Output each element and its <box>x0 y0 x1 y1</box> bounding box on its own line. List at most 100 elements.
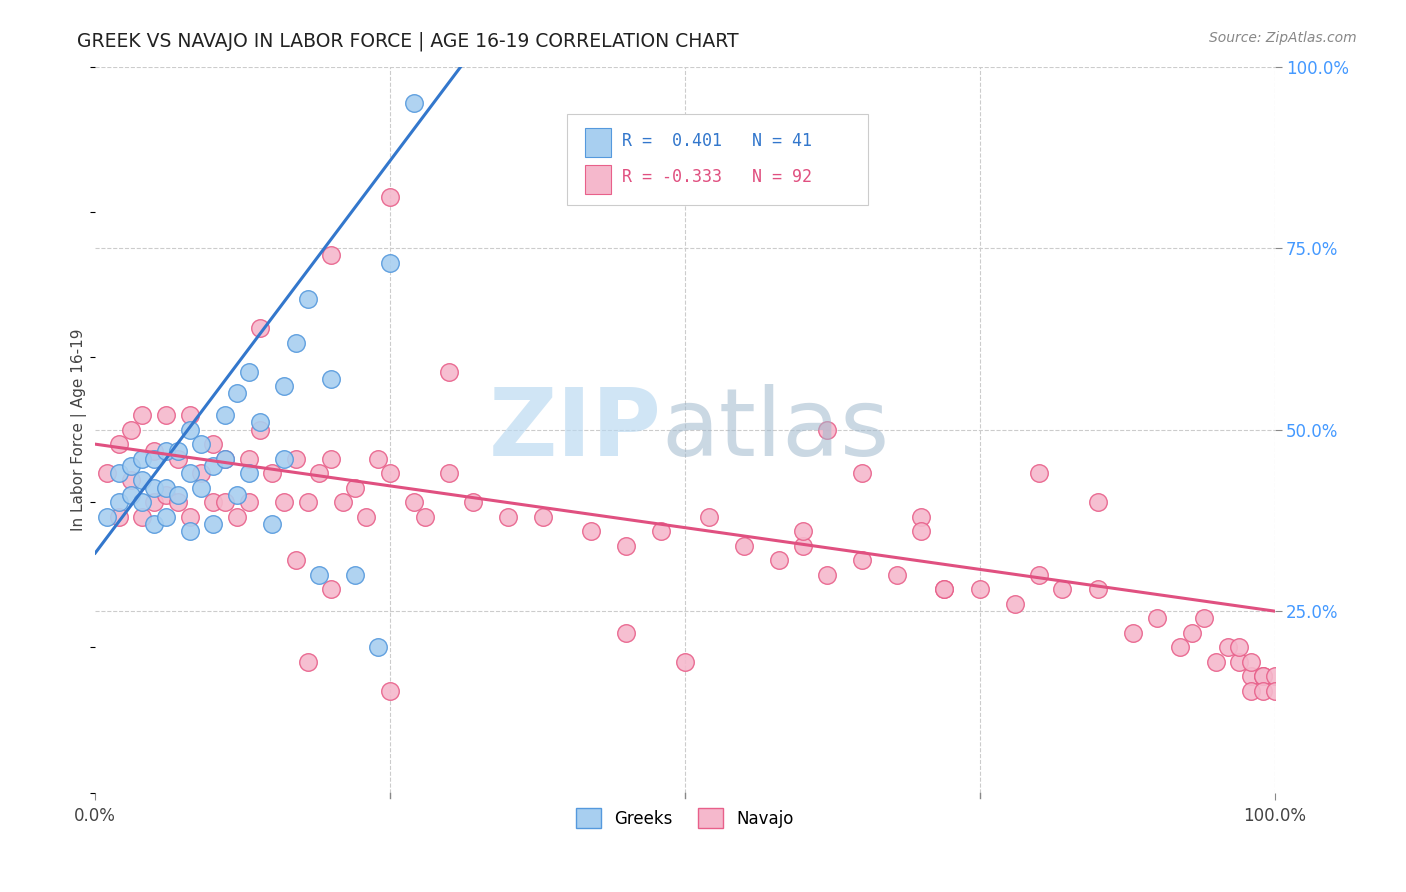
Point <box>225 509 247 524</box>
Point <box>402 495 425 509</box>
Point <box>319 582 342 597</box>
Point <box>249 321 271 335</box>
Text: GREEK VS NAVAJO IN LABOR FORCE | AGE 16-19 CORRELATION CHART: GREEK VS NAVAJO IN LABOR FORCE | AGE 16-… <box>77 31 740 51</box>
Point <box>284 451 307 466</box>
Point <box>402 95 425 110</box>
Point <box>378 466 401 480</box>
Point <box>910 509 932 524</box>
Text: R = -0.333   N = 92: R = -0.333 N = 92 <box>623 168 813 186</box>
Point <box>190 437 212 451</box>
Point <box>166 444 188 458</box>
Point <box>650 524 672 539</box>
Point <box>1264 669 1286 683</box>
Point <box>179 509 201 524</box>
Point <box>1028 567 1050 582</box>
Point <box>190 481 212 495</box>
Point <box>273 495 295 509</box>
FancyBboxPatch shape <box>585 165 610 194</box>
Point <box>319 451 342 466</box>
Point <box>378 190 401 204</box>
Point <box>319 372 342 386</box>
Point <box>1227 640 1250 655</box>
Point <box>238 495 260 509</box>
Point <box>107 437 129 451</box>
Point <box>214 495 236 509</box>
Point <box>1122 626 1144 640</box>
Point <box>143 495 166 509</box>
Point <box>934 582 956 597</box>
Point <box>273 379 295 393</box>
Point <box>1216 640 1239 655</box>
Point <box>262 516 284 531</box>
Point <box>284 553 307 567</box>
Point <box>1052 582 1074 597</box>
Point <box>202 495 225 509</box>
Point <box>1181 626 1204 640</box>
Point <box>202 458 225 473</box>
Point <box>297 495 319 509</box>
Point <box>214 408 236 422</box>
Point <box>190 466 212 480</box>
Point <box>1240 684 1263 698</box>
Point <box>131 408 153 422</box>
Point <box>155 488 177 502</box>
Point <box>143 516 166 531</box>
Legend: Greeks, Navajo: Greeks, Navajo <box>569 802 800 835</box>
Point <box>166 451 188 466</box>
Point <box>1087 582 1109 597</box>
Point <box>1227 655 1250 669</box>
Point <box>1205 655 1227 669</box>
Point <box>343 567 366 582</box>
Point <box>367 640 389 655</box>
Point <box>238 466 260 480</box>
Point <box>934 582 956 597</box>
Point <box>131 509 153 524</box>
Point <box>461 495 484 509</box>
Text: R =  0.401   N = 41: R = 0.401 N = 41 <box>623 132 813 150</box>
Point <box>284 335 307 350</box>
Point <box>768 553 790 567</box>
Point <box>969 582 991 597</box>
Point <box>120 488 142 502</box>
Point <box>120 458 142 473</box>
Point <box>319 248 342 262</box>
Point <box>179 466 201 480</box>
Point <box>815 567 838 582</box>
Point <box>202 516 225 531</box>
Point <box>1240 669 1263 683</box>
Point <box>886 567 908 582</box>
Point <box>155 481 177 495</box>
Text: atlas: atlas <box>661 384 890 475</box>
Point <box>166 488 188 502</box>
Point <box>131 495 153 509</box>
Point <box>1004 597 1026 611</box>
Point <box>614 626 637 640</box>
Point <box>238 365 260 379</box>
Point <box>297 292 319 306</box>
Point <box>851 553 873 567</box>
Point <box>131 474 153 488</box>
Point <box>496 509 519 524</box>
Point <box>332 495 354 509</box>
Point <box>1240 655 1263 669</box>
Point <box>1264 684 1286 698</box>
Point <box>166 495 188 509</box>
Point <box>238 451 260 466</box>
Text: Source: ZipAtlas.com: Source: ZipAtlas.com <box>1209 31 1357 45</box>
Point <box>1087 495 1109 509</box>
Point <box>579 524 602 539</box>
Point <box>107 466 129 480</box>
Point <box>367 451 389 466</box>
Point <box>214 451 236 466</box>
Point <box>179 524 201 539</box>
Point <box>308 466 330 480</box>
Point <box>614 539 637 553</box>
Point <box>343 481 366 495</box>
Point <box>96 466 118 480</box>
Point <box>1028 466 1050 480</box>
Point <box>356 509 378 524</box>
Point <box>155 509 177 524</box>
Point <box>202 437 225 451</box>
Point <box>1192 611 1215 625</box>
Point <box>792 539 814 553</box>
